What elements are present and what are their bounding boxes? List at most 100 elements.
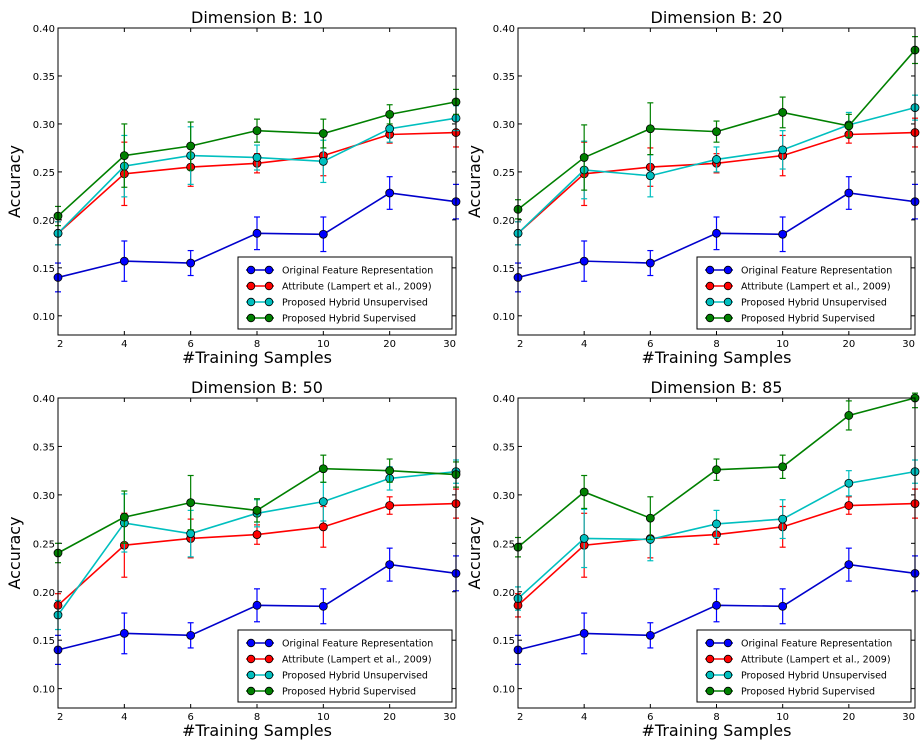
legend-marker (723, 313, 733, 323)
data-point (844, 411, 854, 420)
x-tick-label: 2 (57, 339, 63, 350)
legend-label: Attribute (Lampert et al., 2009) (741, 282, 891, 293)
data-point (318, 497, 328, 507)
x-tick-label: 10 (776, 712, 789, 723)
x-tick-label: 8 (254, 712, 260, 723)
legend-marker (264, 638, 274, 648)
data-point (385, 501, 395, 510)
legend-box (696, 629, 912, 703)
data-point (778, 601, 788, 611)
legend-label: Proposed Hybrid Supervised (741, 314, 875, 325)
x-tick-label: 10 (317, 712, 330, 723)
legend-label: Proposed Hybrid Unsupervised (282, 671, 428, 682)
series-3 (53, 454, 461, 564)
legend-marker (723, 670, 733, 680)
chart-panel-1: Dimension B: 20 Accuracy #Training Samples… (465, 8, 920, 367)
data-point (119, 512, 129, 522)
x-tick-label: 8 (713, 339, 719, 350)
data-point (186, 630, 196, 640)
y-tick-label: 0.40 (33, 24, 55, 35)
data-point (252, 153, 262, 162)
x-tick-label: 4 (581, 712, 587, 723)
data-point (645, 513, 655, 523)
y-tick-label: 0.40 (493, 394, 515, 405)
x-tick-label: 10 (317, 339, 330, 350)
y-tick-label: 0.10 (33, 685, 55, 696)
y-tick-label: 0.35 (33, 442, 55, 453)
legend-marker (705, 297, 715, 307)
x-tick-label: 6 (187, 339, 193, 350)
y-axis-label: Accuracy (5, 516, 24, 589)
data-point (778, 108, 788, 117)
data-point (778, 229, 788, 239)
x-axis-label: #Training Samples (642, 721, 792, 740)
legend-label: Proposed Hybrid Supervised (282, 687, 416, 698)
data-point (844, 560, 854, 570)
y-tick-label: 0.20 (493, 588, 515, 599)
data-point (579, 487, 589, 497)
x-tick-label: 20 (842, 712, 855, 723)
x-tick-label: 4 (121, 339, 127, 350)
legend: Original Feature Representation Attribute… (237, 629, 453, 703)
x-tick-label: 4 (581, 339, 587, 350)
data-point (778, 514, 788, 524)
data-point (252, 530, 262, 539)
data-point (579, 256, 589, 266)
x-tick-label: 6 (647, 712, 653, 723)
x-tick-label: 20 (383, 712, 396, 723)
legend-marker (705, 670, 715, 680)
legend-marker (723, 654, 733, 664)
data-point (318, 156, 328, 166)
series-3 (513, 36, 920, 220)
x-tick-label: 8 (254, 339, 260, 350)
legend-marker (246, 638, 256, 648)
y-tick-label: 0.20 (493, 216, 515, 227)
legend-marker (723, 281, 733, 291)
data-point (844, 501, 854, 510)
legend-label: Attribute (Lampert et al., 2009) (741, 655, 891, 666)
y-tick-label: 0.20 (33, 588, 55, 599)
data-point (712, 519, 721, 529)
legend: Original Feature Representation Attribute… (696, 629, 912, 703)
chart-panel-0: Dimension B: 10 Accuracy #Training Samples… (5, 8, 461, 367)
data-point (252, 126, 262, 136)
legend-marker (723, 686, 733, 696)
legend: Original Feature Representation Attribute… (237, 256, 453, 330)
chart-panel-2: Dimension B: 50 Accuracy #Training Samples… (5, 378, 461, 740)
y-tick-label: 0.35 (33, 72, 55, 83)
data-point (778, 462, 788, 472)
x-tick-label: 30 (902, 339, 915, 350)
x-tick-label: 6 (647, 339, 653, 350)
legend-marker (723, 265, 733, 275)
y-tick-label: 0.25 (33, 539, 55, 550)
data-point (579, 629, 589, 638)
data-point (712, 465, 721, 475)
data-point (119, 151, 129, 160)
data-point (252, 505, 262, 515)
x-tick-label: 10 (776, 339, 789, 350)
legend-label: Proposed Hybrid Supervised (741, 687, 875, 698)
data-point (385, 124, 395, 134)
data-point (645, 630, 655, 640)
plot-frame (517, 27, 916, 336)
data-point (186, 141, 196, 151)
legend-marker (723, 638, 733, 648)
x-tick-label: 2 (57, 712, 63, 723)
data-point (712, 127, 721, 137)
data-point (579, 153, 589, 162)
legend-marker (264, 297, 274, 307)
legend-marker (264, 686, 274, 696)
legend-label: Attribute (Lampert et al., 2009) (282, 655, 432, 666)
x-tick-label: 2 (517, 339, 523, 350)
legend-label: Proposed Hybrid Unsupervised (741, 671, 887, 682)
y-tick-label: 0.30 (493, 491, 515, 502)
data-point (712, 155, 721, 164)
data-point (645, 258, 655, 268)
legend-marker (705, 281, 715, 291)
x-axis-label: #Training Samples (642, 348, 792, 367)
y-tick-label: 0.30 (33, 491, 55, 502)
data-point (385, 188, 395, 198)
legend-marker (264, 313, 274, 323)
